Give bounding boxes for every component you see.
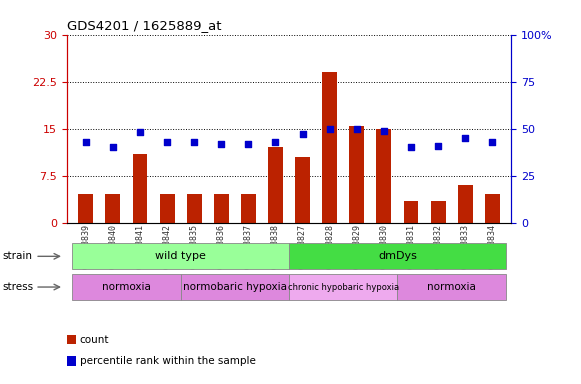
Bar — [485, 195, 500, 223]
Point — [325, 126, 334, 132]
Bar — [241, 195, 256, 223]
Point — [352, 126, 361, 132]
Point — [487, 139, 497, 145]
Bar — [289, 274, 397, 300]
Point — [433, 142, 443, 149]
Bar — [458, 185, 473, 223]
Bar — [404, 201, 418, 223]
Bar — [376, 129, 392, 223]
Point — [135, 129, 145, 136]
Point — [189, 139, 199, 145]
Bar — [268, 147, 283, 223]
Bar — [72, 243, 289, 269]
Point — [244, 141, 253, 147]
Text: GDS4201 / 1625889_at: GDS4201 / 1625889_at — [67, 19, 221, 32]
Bar — [187, 195, 202, 223]
Point — [298, 131, 307, 137]
Text: percentile rank within the sample: percentile rank within the sample — [80, 356, 256, 366]
Bar — [349, 126, 364, 223]
Bar — [181, 274, 289, 300]
Text: normoxia: normoxia — [102, 282, 151, 292]
Bar — [322, 72, 337, 223]
Point — [406, 144, 415, 151]
Bar — [431, 201, 446, 223]
Point — [217, 141, 226, 147]
Point — [461, 135, 470, 141]
Point — [271, 139, 280, 145]
Point — [379, 127, 389, 134]
Text: count: count — [80, 335, 109, 345]
Bar — [295, 157, 310, 223]
Text: stress: stress — [3, 282, 34, 292]
Text: normobaric hypoxia: normobaric hypoxia — [183, 282, 287, 292]
Text: dmDys: dmDys — [378, 251, 417, 262]
Text: chronic hypobaric hypoxia: chronic hypobaric hypoxia — [288, 283, 399, 291]
Point — [108, 144, 117, 151]
Bar — [160, 195, 174, 223]
Bar — [78, 195, 93, 223]
Point — [163, 139, 172, 145]
Bar — [72, 274, 181, 300]
Text: strain: strain — [3, 251, 33, 262]
Text: wild type: wild type — [155, 251, 206, 262]
Text: normoxia: normoxia — [427, 282, 476, 292]
Bar — [214, 195, 229, 223]
Point — [81, 139, 91, 145]
Bar — [397, 274, 506, 300]
Bar — [289, 243, 506, 269]
Bar — [132, 154, 148, 223]
Bar — [105, 195, 120, 223]
